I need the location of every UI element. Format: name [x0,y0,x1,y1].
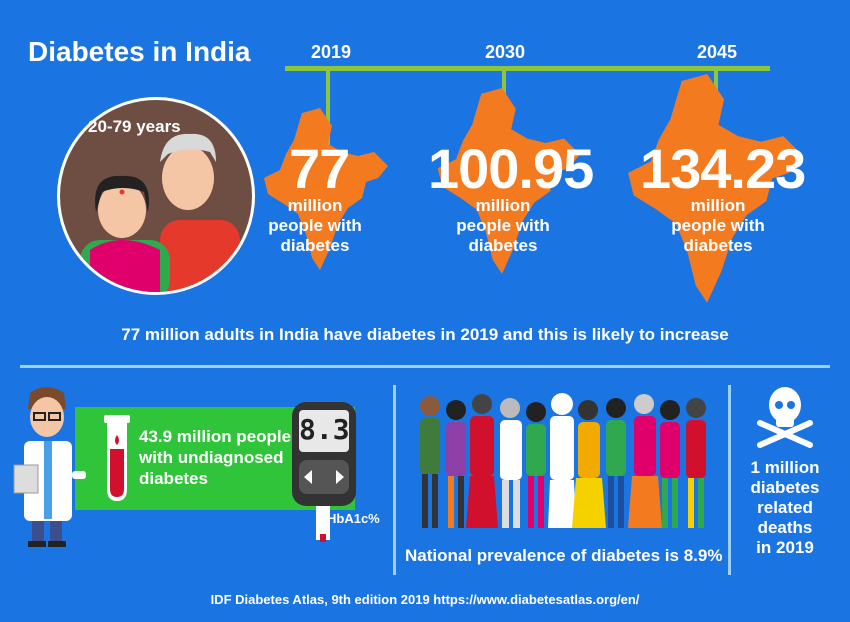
desc-line1: people with [671,216,765,235]
year-2019-label: 2019 [311,42,352,62]
hba1c-label: HbA1c% [327,511,380,526]
undiagnosed-line2: with undiagnosed [139,448,284,467]
deaths-line2: diabetes [750,478,820,497]
deaths-line5: in 2019 [756,538,814,557]
meter-reading: 8.3 [299,413,350,446]
desc-line2: diabetes [280,236,350,255]
deaths-line4: deaths [757,518,813,537]
india-map-icon [264,108,388,270]
undiagnosed-line1: 43.9 million people [139,427,292,446]
value-2030: 100.95 [428,137,594,200]
page-title: Diabetes in India [28,36,251,67]
skull-crossbones-icon [757,387,813,448]
desc-line2: diabetes [468,236,538,255]
divider-vertical [728,385,731,575]
age-range-label: 20-79 years [88,117,181,136]
timeline-tick-2019 [326,66,330,146]
year-2030-label: 2030 [485,42,526,62]
desc-unit: million [287,196,343,215]
divider-vertical [393,385,396,575]
doctor-icon [13,387,86,547]
source-citation: IDF Diabetes Atlas, 9th edition 2019 htt… [210,592,640,607]
desc-unit: million [690,196,746,215]
desc-line1: people with [268,216,362,235]
blood-test-tube-icon [104,415,130,501]
value-2019: 77 [289,137,350,200]
desc-line1: people with [456,216,550,235]
year-2045-label: 2045 [697,42,738,62]
couple-illustration [57,97,255,295]
crowd-icon [420,393,706,528]
india-map-icon [628,74,804,303]
section-divider [20,365,830,368]
deaths-line3: related [757,498,813,517]
desc-line2: diabetes [683,236,753,255]
undiagnosed-line3: diabetes [139,469,208,488]
summary-text: 77 million adults in India have diabetes… [121,325,729,344]
desc-2045: million people with diabetes [663,196,773,256]
desc-unit: million [475,196,531,215]
deaths-line1: 1 million [750,458,820,477]
india-map-icon [437,88,580,274]
deaths-text: 1 million diabetes related deaths in 201… [738,458,832,558]
timeline-bar [285,66,770,71]
desc-2019: million people with diabetes [260,196,370,256]
desc-2030: million people with diabetes [448,196,558,256]
glucose-meter-icon [292,402,356,542]
prevalence-text: National prevalence of diabetes is 8.9% [405,546,723,565]
undiagnosed-text: 43.9 million people with undiagnosed dia… [139,426,291,489]
value-2045: 134.23 [640,137,806,200]
